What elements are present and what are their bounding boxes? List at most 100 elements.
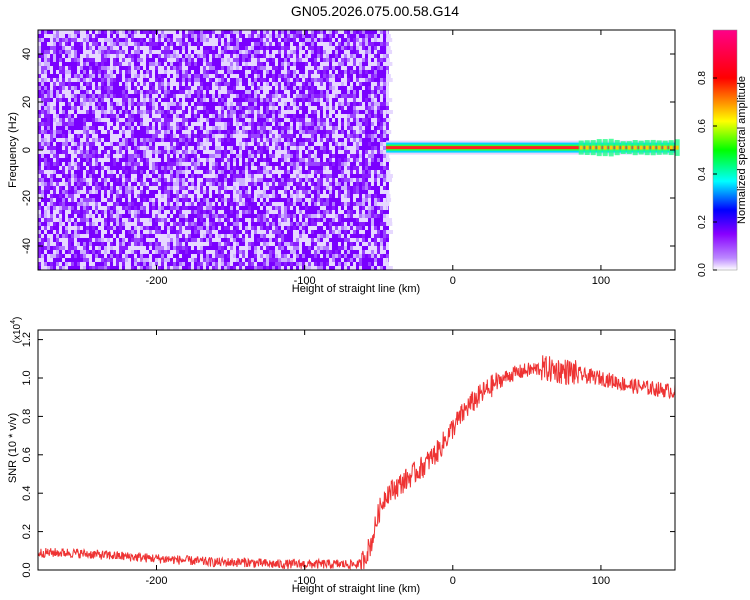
noise-cell [65,186,68,190]
noise-cell [92,250,95,254]
noise-cell [167,266,170,270]
noise-cell [125,186,128,190]
noise-cell [161,110,164,114]
noise-cell [263,110,266,114]
noise-cell [134,174,137,178]
noise-cell [194,114,197,118]
noise-cell [152,238,155,242]
noise-cell [215,166,218,170]
noise-cell [221,66,224,70]
noise-cell [113,134,116,138]
noise-cell [110,242,113,246]
noise-cell [173,234,176,238]
noise-cell [230,230,233,234]
noise-cell [146,38,149,42]
noise-cell [41,58,44,62]
noise-cell [95,218,98,222]
noise-cell [224,50,227,54]
noise-cell [278,262,281,266]
noise-cell [125,78,128,82]
noise-cell [50,218,53,222]
noise-cell [275,70,278,74]
noise-cell [110,190,113,194]
noise-cell [284,254,287,258]
noise-cell [239,142,242,146]
noise-cell [188,34,191,38]
noise-cell [257,226,260,230]
noise-cell [74,230,77,234]
noise-cell [188,42,191,46]
noise-cell [131,258,134,262]
noise-cell [224,190,227,194]
noise-cell [284,202,287,206]
noise-cell [131,182,134,186]
noise-cell [122,242,125,246]
noise-cell [269,174,272,178]
noise-cell [209,54,212,58]
noise-cell [179,90,182,94]
noise-cell [59,202,62,206]
noise-cell [146,218,149,222]
noise-cell [50,242,53,246]
noise-cell [149,178,152,182]
noise-cell [149,126,152,130]
noise-cell [50,198,53,202]
noise-cell [74,262,77,266]
noise-cell [182,102,185,106]
noise-cell [266,42,269,46]
noise-cell [77,174,80,178]
noise-cell [92,230,95,234]
noise-cell [224,74,227,78]
noise-cell [176,134,179,138]
noise-cell [143,158,146,162]
noise-cell [38,138,41,142]
noise-cell [275,218,278,222]
noise-cell [230,142,233,146]
noise-cell [221,118,224,122]
noise-cell [278,254,281,258]
noise-cell [191,166,194,170]
noise-cell [182,134,185,138]
noise-cell [122,78,125,82]
noise-cell [68,226,71,230]
noise-cell [209,162,212,166]
noise-cell [173,182,176,186]
noise-cell [53,262,56,266]
noise-cell [287,58,290,62]
noise-cell [284,126,287,130]
noise-cell [194,202,197,206]
noise-cell [110,182,113,186]
noise-cell [59,62,62,66]
noise-cell [134,210,137,214]
noise-cell [149,198,152,202]
noise-cell [161,258,164,262]
noise-cell [218,142,221,146]
noise-cell [140,142,143,146]
noise-cell [80,90,83,94]
noise-cell [275,54,278,58]
noise-cell [230,250,233,254]
noise-cell [143,110,146,114]
noise-cell [227,118,230,122]
noise-cell [50,250,53,254]
noise-cell [41,258,44,262]
noise-cell [254,234,257,238]
noise-cell [134,194,137,198]
noise-cell [89,154,92,158]
noise-cell [236,42,239,46]
noise-cell [209,210,212,214]
noise-cell [281,158,284,162]
noise-cell [158,126,161,130]
noise-cell [230,194,233,198]
noise-cell [251,58,254,62]
noise-cell [98,130,101,134]
noise-cell [65,58,68,62]
noise-cell [203,54,206,58]
noise-cell [251,130,254,134]
noise-cell [134,114,137,118]
noise-cell [230,122,233,126]
noise-cell [185,130,188,134]
noise-cell [179,70,182,74]
noise-cell [95,202,98,206]
noise-cell [251,118,254,122]
